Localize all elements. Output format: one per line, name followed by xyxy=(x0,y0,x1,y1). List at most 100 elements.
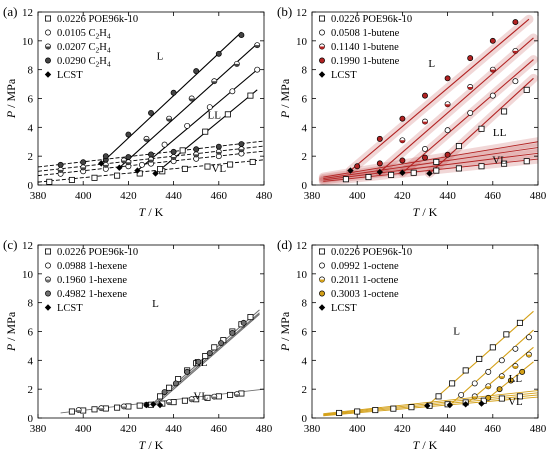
marker-fill xyxy=(58,169,64,173)
y-axis-unit: / MPa xyxy=(278,311,292,344)
y-tick-label: 12 xyxy=(22,7,33,19)
x-axis-unit: / K xyxy=(419,438,437,452)
data-point xyxy=(150,401,157,408)
data-point xyxy=(365,174,372,181)
data-point xyxy=(433,167,440,174)
data-point xyxy=(148,156,154,163)
y-tick-label: 12 xyxy=(296,240,307,252)
data-point xyxy=(170,148,177,155)
ll-line xyxy=(402,59,534,174)
data-point xyxy=(179,147,186,154)
data-point xyxy=(202,128,209,135)
data-point xyxy=(462,401,469,408)
y-tick-label: 6 xyxy=(28,327,34,339)
legend-marker xyxy=(319,290,325,297)
y-axis-var: P xyxy=(278,110,292,119)
data-point xyxy=(446,401,454,409)
data-point xyxy=(215,50,222,57)
x-tick-label: 440 xyxy=(439,190,456,202)
data-point xyxy=(501,108,508,115)
marker-fill xyxy=(238,149,244,152)
marker-fill xyxy=(189,399,195,402)
data-point xyxy=(399,115,406,122)
data-point xyxy=(120,157,127,164)
marker-fill xyxy=(98,408,104,411)
vl-line xyxy=(323,147,538,179)
data-point xyxy=(422,92,428,99)
x-tick-label: 380 xyxy=(304,423,321,435)
marker-fill xyxy=(189,98,195,102)
region-label: LL xyxy=(208,110,222,122)
y-tick-label: 10 xyxy=(296,269,308,281)
data-point xyxy=(172,380,179,387)
data-point xyxy=(215,148,222,155)
x-tick-label: 460 xyxy=(211,190,228,202)
data-point xyxy=(478,163,485,170)
data-point xyxy=(526,334,532,341)
legend-text-part: LCST xyxy=(331,303,357,314)
data-point xyxy=(523,158,530,165)
y-tick-label: 6 xyxy=(302,94,308,106)
data-point xyxy=(336,409,343,416)
data-point xyxy=(523,86,530,93)
y-axis-label: P / MPa xyxy=(4,78,18,119)
chart-panel-2: 380 400 420 440 460 480 0 2 4 6 8 10 12 T / K P / MPa (… xyxy=(277,4,547,219)
data-point xyxy=(211,393,218,400)
data-point xyxy=(166,399,173,406)
data-point xyxy=(489,92,496,99)
y-tick-label: 2 xyxy=(302,384,308,396)
data-point xyxy=(433,158,440,165)
x-tick-label: 480 xyxy=(256,190,273,202)
data-point xyxy=(204,394,211,401)
legend-text-part: 0.0992 1-octene xyxy=(331,261,399,272)
data-point xyxy=(254,42,261,49)
data-point xyxy=(98,405,105,412)
legend-entry: 0.4982 1-hexene xyxy=(57,289,127,300)
data-point xyxy=(125,131,132,138)
data-point xyxy=(184,368,191,375)
y-tick-label: 10 xyxy=(22,269,34,281)
data-point xyxy=(424,402,431,409)
ll-line xyxy=(350,18,530,172)
marker-fill xyxy=(171,157,177,160)
legend-marker xyxy=(45,290,51,297)
data-point xyxy=(75,407,82,414)
legend-text-part: 0.0508 1-butene xyxy=(331,28,400,39)
y-tick-label: 4 xyxy=(28,122,34,134)
data-point xyxy=(170,89,177,96)
x-tick-label: 380 xyxy=(30,423,47,435)
data-point xyxy=(516,319,523,326)
marker-fill xyxy=(143,138,150,142)
marker-fill xyxy=(319,279,325,283)
marker-fill xyxy=(467,86,473,90)
data-point xyxy=(193,151,200,158)
y-tick-label: 8 xyxy=(302,298,308,310)
legend-entry: 0.1990 1-butene xyxy=(331,56,400,67)
legend-text-part: H xyxy=(99,28,107,39)
marker-fill xyxy=(234,394,240,397)
legend-marker xyxy=(318,15,325,22)
marker-fill xyxy=(422,121,428,125)
legend-marker xyxy=(319,43,325,50)
vl-line xyxy=(38,145,264,172)
data-point xyxy=(166,384,173,391)
legend-text-part: 0.0105 C xyxy=(57,28,96,39)
data-point xyxy=(376,135,383,142)
data-point xyxy=(478,400,485,407)
legend-text-part: 0.1140 1-butene xyxy=(331,42,399,53)
data-point xyxy=(444,151,451,158)
marker-fill xyxy=(472,396,478,399)
data-point xyxy=(455,165,462,172)
plot-area xyxy=(323,310,538,417)
data-point xyxy=(462,367,469,374)
legend-text-part: 2 xyxy=(96,46,100,55)
data-point xyxy=(347,167,354,174)
data-point xyxy=(254,66,261,73)
vl-line xyxy=(323,141,538,178)
data-point xyxy=(485,368,492,375)
y-axis-unit: / MPa xyxy=(4,311,18,344)
y-axis-var: P xyxy=(4,343,18,352)
marker-fill xyxy=(125,162,131,165)
legend-text-part: LCST xyxy=(57,70,83,81)
legend-text-part: 0.3003 1-octene xyxy=(331,289,399,300)
